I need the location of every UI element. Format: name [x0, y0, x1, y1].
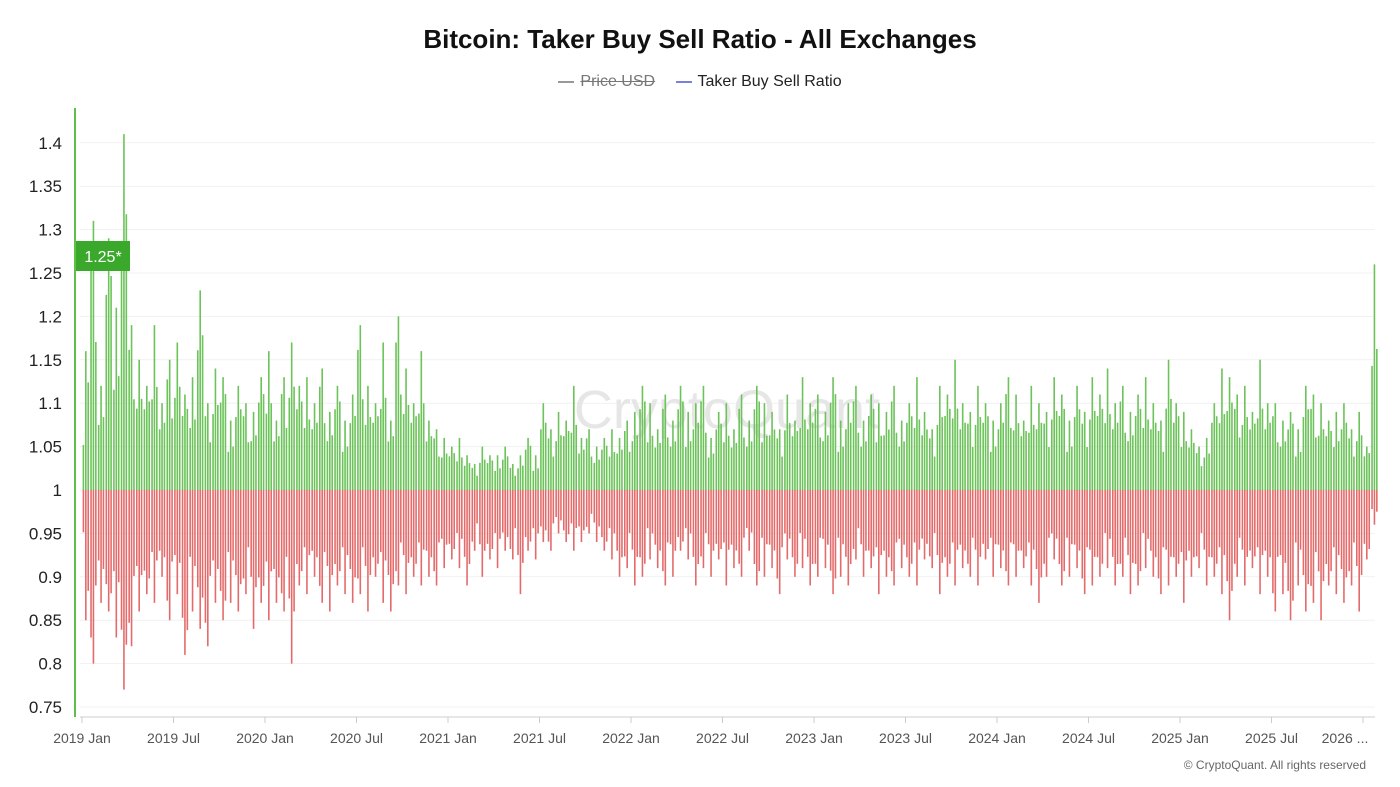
y-tick-label: 1.05	[29, 438, 62, 457]
legend-label: Taker Buy Sell Ratio	[697, 73, 842, 90]
y-tick-label: 0.85	[29, 611, 62, 630]
y-tick-label: 1.2	[38, 307, 62, 326]
y-tick-label: 1.25	[29, 264, 62, 283]
y-tick-label: 1.35	[29, 177, 62, 196]
x-tick-label: 2023 Jan	[785, 730, 843, 746]
x-tick-label: 2021 Jul	[513, 730, 566, 746]
current-value-label: 1.25*	[84, 249, 121, 266]
legend-item-price-usd[interactable]: Price USD	[558, 73, 655, 91]
y-tick-label: 0.8	[38, 655, 62, 674]
x-tick-label: 2022 Jan	[602, 730, 660, 746]
x-tick-label: 2019 Jan	[53, 730, 111, 746]
legend: Price USD Taker Buy Sell Ratio	[0, 70, 1400, 91]
x-tick-label: 2024 Jan	[968, 730, 1026, 746]
x-tick-label: 2019 Jul	[147, 730, 200, 746]
y-tick-label: 0.9	[38, 568, 62, 587]
y-tick-label: 1.15	[29, 351, 62, 370]
legend-item-taker-ratio[interactable]: Taker Buy Sell Ratio	[675, 73, 842, 91]
price-legend-swatch	[558, 81, 575, 83]
y-tick-label: 1.4	[38, 134, 62, 153]
x-tick-label: 2025 Jan	[1151, 730, 1209, 746]
x-tick-label: 2026 ...	[1322, 730, 1369, 746]
y-tick-label: 1.3	[38, 221, 62, 240]
x-tick-label: 2023 Jul	[879, 730, 932, 746]
y-tick-label: 1	[53, 481, 62, 500]
y-tick-label: 0.75	[29, 698, 62, 717]
x-tick-label: 2024 Jul	[1062, 730, 1115, 746]
y-tick-label: 0.95	[29, 524, 62, 543]
current-value-badge	[76, 241, 130, 271]
x-tick-label: 2021 Jan	[419, 730, 477, 746]
y-tick-label: 1.1	[38, 394, 62, 413]
chart-title: Bitcoin: Taker Buy Sell Ratio - All Exch…	[423, 24, 977, 54]
x-tick-label: 2022 Jul	[696, 730, 749, 746]
x-tick-label: 2020 Jul	[330, 730, 383, 746]
x-tick-label: 2020 Jan	[236, 730, 294, 746]
x-tick-label: 2025 Jul	[1245, 730, 1298, 746]
legend-label: Price USD	[580, 73, 656, 90]
copyright: © CryptoQuant. All rights reserved	[1183, 758, 1366, 772]
ratio-legend-swatch	[675, 81, 692, 83]
